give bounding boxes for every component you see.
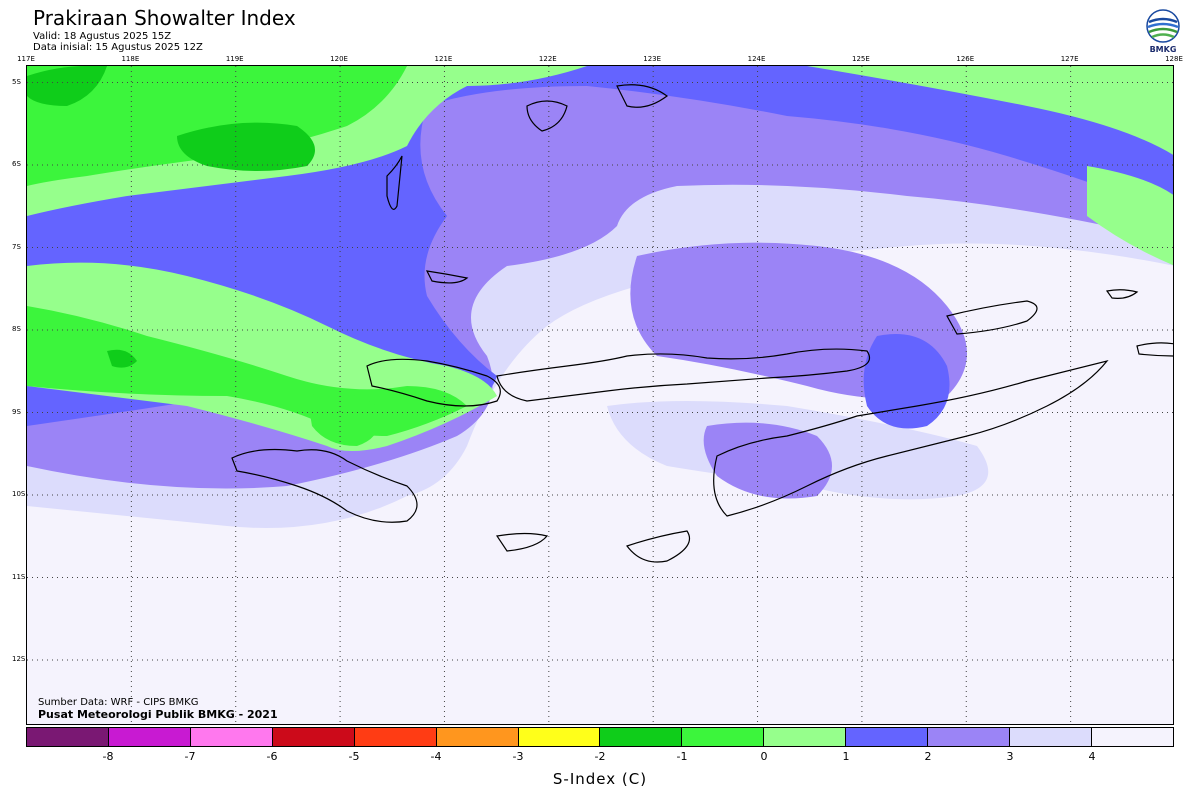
colorbar-segment xyxy=(354,728,437,746)
colorbar-segment xyxy=(1010,728,1092,746)
lat-label: 5S xyxy=(12,77,21,86)
lat-label: 6S xyxy=(12,160,21,168)
bmkg-logo-icon xyxy=(1146,9,1180,43)
colorbar-tick: -1 xyxy=(676,750,688,763)
lon-label: 127E xyxy=(1060,55,1079,63)
colorbar-tick: 3 xyxy=(1006,750,1014,763)
org-note: Pusat Meteorologi Publik BMKG - 2021 xyxy=(38,708,278,721)
page-title: Prakiraan Showalter Index xyxy=(33,6,296,30)
bmkg-logo: BMKG xyxy=(1143,8,1183,56)
lon-label: 122E xyxy=(538,55,557,63)
lon-label: 125E xyxy=(852,55,870,63)
lat-label: 9S xyxy=(12,407,21,416)
colorbar-label: S-Index (C) xyxy=(552,770,648,788)
lat-label: 8S xyxy=(12,325,21,333)
lat-label: 11S xyxy=(12,572,26,581)
showalter-field xyxy=(27,66,1173,724)
colorbar-tick: -4 xyxy=(430,750,442,763)
lon-label: 118E xyxy=(121,55,140,63)
colorbar-segment xyxy=(1091,728,1173,746)
colorbar-segment xyxy=(518,728,601,746)
colorbar-tick: -3 xyxy=(512,750,524,763)
colorbar-segment xyxy=(190,728,273,746)
colorbar-tick: -6 xyxy=(266,750,278,763)
colorbar-segment xyxy=(764,728,847,746)
lon-label: 120E xyxy=(330,55,348,63)
lon-label: 119E xyxy=(225,55,244,63)
lon-label: 121E xyxy=(434,55,453,63)
colorbar-tick: 4 xyxy=(1088,750,1096,763)
lon-label: 128E xyxy=(1165,55,1183,63)
colorbar-segment xyxy=(108,728,191,746)
logo-text: BMKG xyxy=(1149,45,1177,54)
lat-label: 7S xyxy=(12,242,21,251)
forecast-map xyxy=(26,65,1174,725)
lat-label: 12S xyxy=(12,655,26,663)
lon-label: 126E xyxy=(956,55,975,63)
colorbar-tick: -5 xyxy=(348,750,360,763)
colorbar-tick: 1 xyxy=(842,750,850,763)
coastlines xyxy=(231,84,1173,563)
colorbar xyxy=(26,727,1174,747)
colorbar-segment xyxy=(600,728,683,746)
lon-label: 123E xyxy=(643,55,662,63)
lon-label: 124E xyxy=(747,55,766,63)
colorbar-segment xyxy=(846,728,929,746)
source-note: Sumber Data: WRF - CIPS BMKG xyxy=(38,697,199,708)
colorbar-tick: -2 xyxy=(594,750,606,763)
lon-label: 117E xyxy=(17,55,35,63)
colorbar-tick: 2 xyxy=(924,750,932,763)
colorbar-segment xyxy=(928,728,1011,746)
colorbar-segment xyxy=(682,728,765,746)
lat-label: 10S xyxy=(12,490,26,498)
colorbar-tick: -8 xyxy=(102,750,114,763)
colorbar-segment xyxy=(436,728,519,746)
colorbar-segment xyxy=(27,728,109,746)
valid-time: Valid: 18 Agustus 2025 15Z xyxy=(33,31,172,42)
colorbar-segment xyxy=(272,728,355,746)
colorbar-tick: -7 xyxy=(184,750,196,763)
colorbar-tick: 0 xyxy=(760,750,768,763)
initial-time: Data inisial: 15 Agustus 2025 12Z xyxy=(33,42,203,53)
